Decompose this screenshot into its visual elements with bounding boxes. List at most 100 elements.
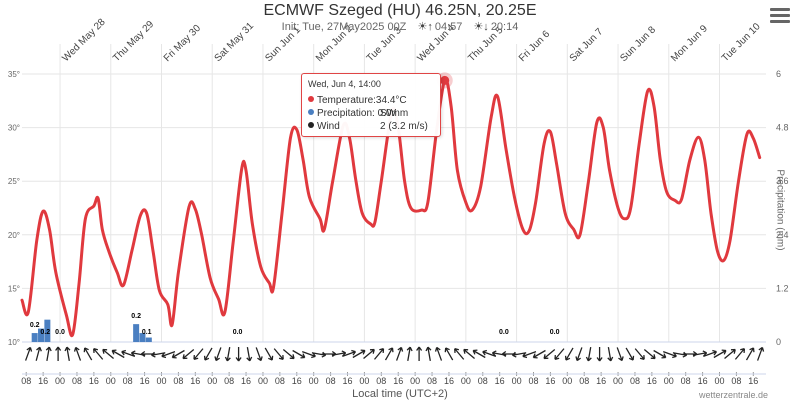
chart-subtitle: Init: Tue, 27May2025 00Z ☀↑ 04:57 ☀↓ 20:14 (0, 20, 800, 33)
x-hour-tick-label: 00 (156, 376, 166, 386)
x-hour-tick-label: 16 (190, 376, 200, 386)
y-left-tick-label: 20° (8, 231, 20, 240)
chart-menu-button[interactable] (770, 8, 790, 26)
tooltip-precip-label: Precipitation: (317, 108, 375, 119)
wind-arrow-stroke (214, 347, 222, 362)
tooltip-wind-row: Wind (308, 121, 340, 132)
wind-arrow-stroke (45, 346, 52, 362)
wind-arrow-stroke (264, 347, 274, 361)
x-hour-tick-label: 08 (21, 376, 31, 386)
wind-arrow-stroke (406, 346, 413, 362)
y-right-tick-label: 2.4 (776, 230, 789, 240)
wind-arrow-stroke (193, 348, 204, 360)
precip-data-label: 0.2 (40, 329, 50, 336)
precip-bar (31, 333, 38, 342)
wind-arrow-stroke (616, 347, 624, 362)
tooltip-wind-speed: 2 (3.2 m/s) (380, 121, 428, 132)
wind-arrow-stroke (511, 351, 527, 358)
x-hour-tick-label: 08 (275, 376, 285, 386)
wind-arrow-stroke (713, 349, 727, 359)
wind-arrow-stroke (282, 349, 295, 360)
temperature-line (20, 78, 762, 338)
wind-arrow-icon (653, 349, 667, 359)
sunrise-icon: ☀↑ (417, 21, 433, 33)
wind-arrow-icon (102, 348, 114, 359)
sunset-icon: ☀↓ (473, 21, 489, 33)
wind-arrow-stroke (255, 347, 263, 362)
wind-arrow-stroke (331, 350, 347, 357)
wind-arrow-stroke (102, 348, 114, 359)
tooltip-temperature-value: 34.4°C (375, 95, 407, 106)
wind-arrow-icon (224, 346, 231, 362)
wind-arrow-icon (171, 349, 185, 359)
credit-link[interactable]: wetterzentrale.de (698, 390, 768, 400)
wind-arrow-stroke (292, 349, 306, 359)
wind-arrow-stroke (384, 347, 394, 361)
x-hour-tick-label: 16 (342, 376, 352, 386)
wind-arrow-icon (214, 347, 222, 362)
hamburger-line (770, 20, 790, 23)
wind-arrow-icon (745, 347, 755, 361)
x-hour-tick-label: 08 (72, 376, 82, 386)
wind-arrow-stroke (64, 346, 71, 362)
x-hour-tick-label: 16 (748, 376, 758, 386)
x-hour-tick-label: 00 (562, 376, 572, 386)
wind-arrow-icon (634, 348, 645, 360)
wind-arrow-stroke (625, 347, 635, 361)
y-left-tick-label: 25° (8, 177, 20, 186)
wind-arrow-icon (24, 346, 33, 361)
sunset-time: 20:14 (490, 21, 519, 33)
x-hour-tick-label: 16 (89, 376, 99, 386)
x-hour-tick-label: 08 (630, 376, 640, 386)
x-axis-title: Local time (UTC+2) (352, 388, 448, 400)
x-hour-tick-label: 08 (478, 376, 488, 386)
init-text: Init: Tue, 27May2025 00Z (281, 21, 407, 33)
x-hour-tick-label: 16 (647, 376, 657, 386)
precip-data-label: 0.1 (142, 329, 152, 336)
sunrise-time: 04:57 (434, 21, 463, 33)
wind-arrow-icon (363, 348, 375, 359)
precip-bar (133, 324, 140, 342)
x-hour-tick-label: 08 (731, 376, 741, 386)
x-hour-tick-label: 08 (224, 376, 234, 386)
wind-arrow-stroke (121, 349, 136, 358)
tooltip-precip-row: Precipitation: 0.0mm (308, 108, 408, 119)
wind-arrow-stroke (575, 347, 583, 362)
wind-arrow-stroke (692, 350, 708, 357)
x-hour-tick-label: 16 (292, 376, 302, 386)
wind-arrow-stroke (543, 349, 556, 360)
wind-arrow-icon (73, 346, 82, 361)
wind-arrow-icon (292, 349, 306, 359)
wind-arrow-stroke (374, 348, 385, 360)
wind-arrow-icon (643, 349, 656, 360)
x-hour-tick-label: 08 (376, 376, 386, 386)
x-hour-tick-label: 00 (410, 376, 420, 386)
precip-bar (139, 333, 146, 342)
chart-title: ECMWF Szeged (HU) 46.25N, 20.25E (263, 2, 537, 19)
y-left-tick-label: 35° (8, 70, 20, 79)
wind-arrow-icon (532, 349, 546, 359)
wind-arrow-icon (607, 346, 614, 362)
x-hour-tick-label: 08 (579, 376, 589, 386)
wind-arrow-stroke (756, 346, 765, 361)
wind-arrow-stroke (395, 346, 404, 361)
wind-arrow-icon (45, 346, 52, 362)
wind-arrow-stroke (73, 346, 82, 361)
wind-arrow-icon (151, 351, 166, 358)
y-right-tick-label: 6 (776, 69, 781, 79)
wind-arrow-icon (734, 348, 746, 360)
wind-arrow-stroke (634, 348, 645, 360)
wind-arrow-stroke (363, 348, 375, 359)
wind-arrow-icon (554, 348, 565, 360)
tooltip-precip-value: 0.0mm (377, 108, 409, 119)
wind-arrow-icon (425, 346, 432, 362)
wind-arrow-icon (273, 348, 284, 360)
x-hour-tick-label: 16 (545, 376, 555, 386)
x-hour-tick-label: 16 (444, 376, 454, 386)
wind-arrow-icon (161, 350, 176, 359)
wind-arrow-stroke (246, 346, 253, 362)
x-hour-tick-label: 16 (393, 376, 403, 386)
wind-arrow-stroke (224, 346, 231, 362)
y-right-tick-label: 4.8 (776, 123, 789, 133)
